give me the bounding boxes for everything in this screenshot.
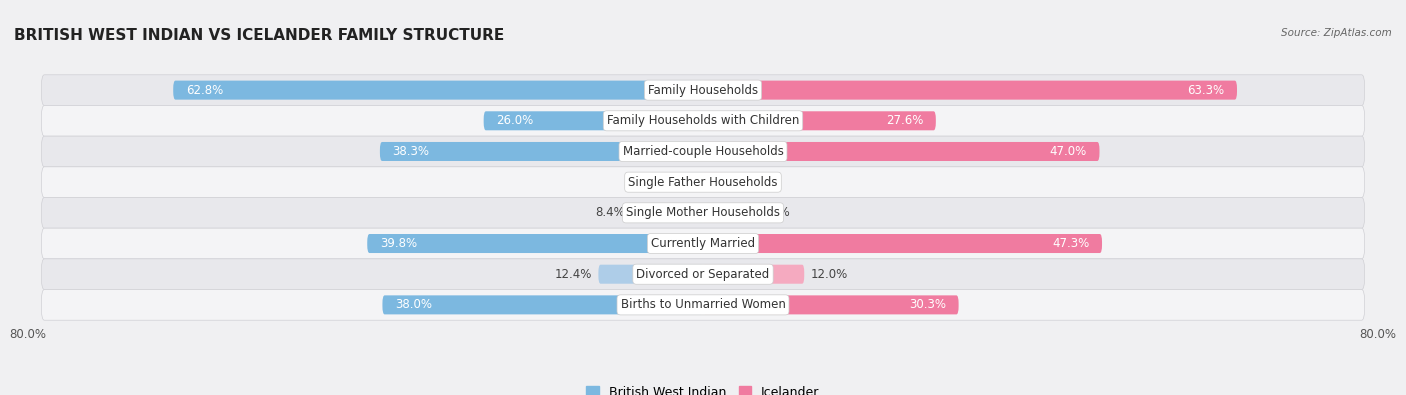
Text: 26.0%: 26.0% bbox=[496, 114, 533, 127]
FancyBboxPatch shape bbox=[703, 203, 754, 222]
Text: 8.4%: 8.4% bbox=[596, 206, 626, 219]
FancyBboxPatch shape bbox=[703, 142, 1099, 161]
FancyBboxPatch shape bbox=[41, 198, 1365, 228]
Text: Single Father Households: Single Father Households bbox=[628, 176, 778, 189]
Text: 62.8%: 62.8% bbox=[186, 84, 224, 97]
FancyBboxPatch shape bbox=[41, 105, 1365, 136]
Text: Family Households with Children: Family Households with Children bbox=[607, 114, 799, 127]
Text: 27.6%: 27.6% bbox=[886, 114, 924, 127]
FancyBboxPatch shape bbox=[703, 234, 1102, 253]
Text: Currently Married: Currently Married bbox=[651, 237, 755, 250]
Text: 38.0%: 38.0% bbox=[395, 298, 432, 311]
FancyBboxPatch shape bbox=[703, 265, 804, 284]
Text: 30.3%: 30.3% bbox=[908, 298, 946, 311]
FancyBboxPatch shape bbox=[367, 234, 703, 253]
Legend: British West Indian, Icelander: British West Indian, Icelander bbox=[586, 386, 820, 395]
FancyBboxPatch shape bbox=[41, 259, 1365, 290]
Text: 47.3%: 47.3% bbox=[1052, 237, 1090, 250]
FancyBboxPatch shape bbox=[173, 81, 703, 100]
FancyBboxPatch shape bbox=[633, 203, 703, 222]
FancyBboxPatch shape bbox=[41, 75, 1365, 105]
Text: 2.3%: 2.3% bbox=[730, 176, 759, 189]
FancyBboxPatch shape bbox=[382, 295, 703, 314]
Text: Births to Unmarried Women: Births to Unmarried Women bbox=[620, 298, 786, 311]
FancyBboxPatch shape bbox=[41, 136, 1365, 167]
Text: Divorced or Separated: Divorced or Separated bbox=[637, 268, 769, 281]
FancyBboxPatch shape bbox=[703, 295, 959, 314]
FancyBboxPatch shape bbox=[380, 142, 703, 161]
FancyBboxPatch shape bbox=[41, 228, 1365, 259]
Text: 38.3%: 38.3% bbox=[392, 145, 430, 158]
FancyBboxPatch shape bbox=[484, 111, 703, 130]
FancyBboxPatch shape bbox=[703, 111, 936, 130]
Text: 12.0%: 12.0% bbox=[811, 268, 848, 281]
FancyBboxPatch shape bbox=[703, 173, 723, 192]
Text: Married-couple Households: Married-couple Households bbox=[623, 145, 783, 158]
FancyBboxPatch shape bbox=[41, 290, 1365, 320]
FancyBboxPatch shape bbox=[41, 167, 1365, 198]
FancyBboxPatch shape bbox=[599, 265, 703, 284]
Text: Single Mother Households: Single Mother Households bbox=[626, 206, 780, 219]
Text: 6.0%: 6.0% bbox=[761, 206, 790, 219]
FancyBboxPatch shape bbox=[685, 173, 703, 192]
Text: 47.0%: 47.0% bbox=[1050, 145, 1087, 158]
Text: 63.3%: 63.3% bbox=[1187, 84, 1225, 97]
Text: 2.2%: 2.2% bbox=[648, 176, 678, 189]
Text: BRITISH WEST INDIAN VS ICELANDER FAMILY STRUCTURE: BRITISH WEST INDIAN VS ICELANDER FAMILY … bbox=[14, 28, 505, 43]
Text: Source: ZipAtlas.com: Source: ZipAtlas.com bbox=[1281, 28, 1392, 38]
FancyBboxPatch shape bbox=[703, 81, 1237, 100]
Text: 39.8%: 39.8% bbox=[380, 237, 418, 250]
Text: 12.4%: 12.4% bbox=[554, 268, 592, 281]
Text: Family Households: Family Households bbox=[648, 84, 758, 97]
